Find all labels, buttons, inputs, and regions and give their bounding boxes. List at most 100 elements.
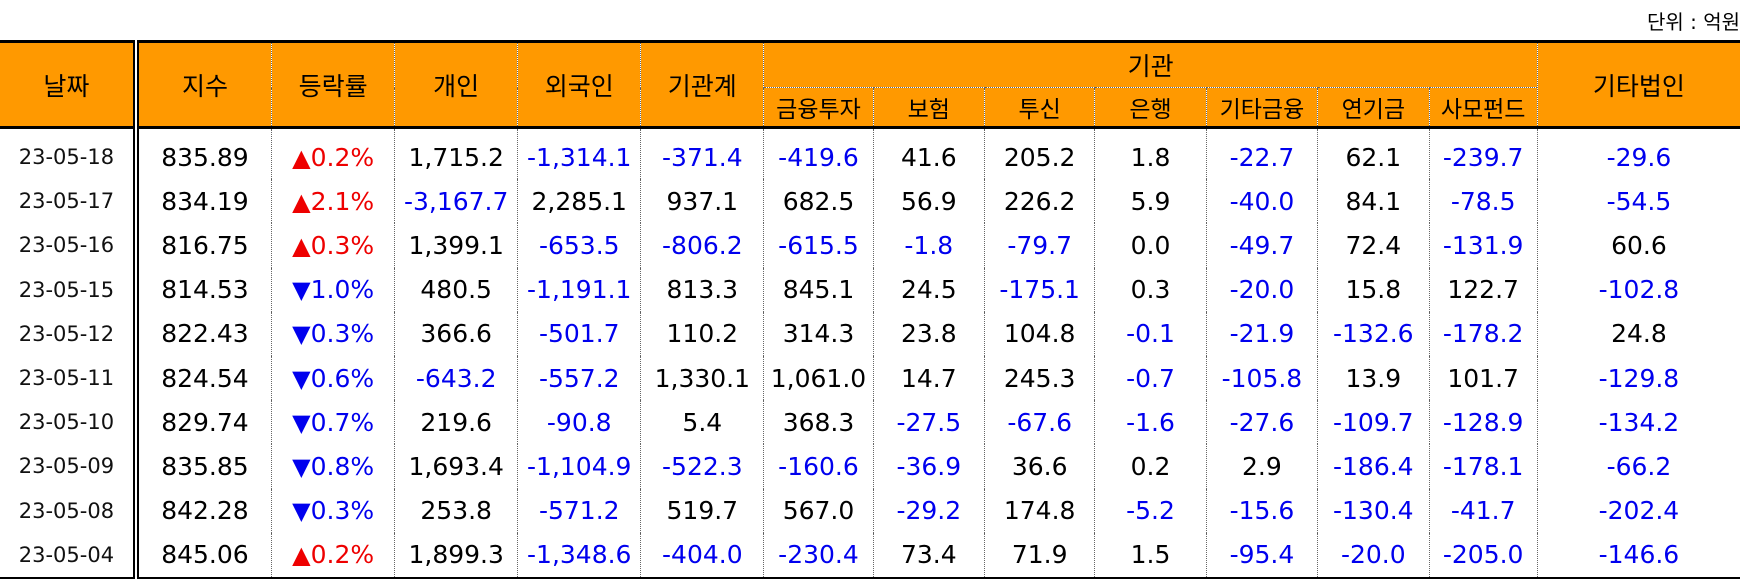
change-cell: ▼0.8% bbox=[271, 444, 395, 489]
triangle-down-icon: ▼ bbox=[292, 408, 311, 437]
triangle-up-icon: ▲ bbox=[292, 541, 311, 570]
table-header: 날짜 지수 등락률 개인 외국인 기관계 기관 기타법인 금융투자 보험 투신 … bbox=[0, 41, 1740, 128]
triangle-down-icon: ▼ bbox=[292, 452, 311, 481]
inst-total-cell: 5.4 bbox=[640, 400, 764, 445]
inst-total-cell: 519.7 bbox=[640, 488, 764, 533]
investor-trading-table: 날짜 지수 등락률 개인 외국인 기관계 기관 기타법인 금융투자 보험 투신 … bbox=[0, 40, 1740, 579]
trust-cell: 174.8 bbox=[983, 488, 1095, 533]
individual-cell: -3,167.7 bbox=[394, 179, 518, 224]
individual-cell: 1,399.1 bbox=[394, 223, 518, 268]
insurance-cell: -36.9 bbox=[872, 444, 985, 489]
change-cell: ▲0.3% bbox=[271, 223, 395, 268]
other-corp-cell: -29.6 bbox=[1536, 127, 1740, 180]
change-value: 0.8% bbox=[310, 451, 375, 481]
individual-cell: 1,715.2 bbox=[394, 127, 518, 180]
table-row: 23-05-18 835.89 ▲0.2% 1,715.2 -1,314.1 -371.4… bbox=[0, 127, 1740, 180]
pension-cell: -20.0 bbox=[1317, 532, 1429, 579]
insurance-cell: 14.7 bbox=[872, 355, 985, 401]
foreign-cell: -1,314.1 bbox=[517, 127, 641, 180]
trust-cell: 36.6 bbox=[983, 444, 1095, 489]
inst-total-cell: 813.3 bbox=[640, 267, 764, 312]
table-row: 23-05-09 835.85 ▼0.8% 1,693.4 -1,104.9 -522.3… bbox=[0, 444, 1740, 489]
index-cell: 835.89 bbox=[132, 127, 272, 180]
insurance-cell: 56.9 bbox=[872, 179, 985, 224]
foreign-cell: -571.2 bbox=[517, 488, 641, 533]
index-cell: 829.74 bbox=[132, 400, 272, 445]
private-fund-cell: 122.7 bbox=[1428, 267, 1538, 312]
bank-cell: 0.3 bbox=[1094, 267, 1207, 312]
other-financial-cell: -105.8 bbox=[1205, 355, 1318, 401]
other-corp-cell: 60.6 bbox=[1536, 223, 1740, 268]
financial-invest-cell: 845.1 bbox=[763, 267, 874, 312]
foreign-cell: -90.8 bbox=[517, 400, 641, 445]
triangle-up-icon: ▲ bbox=[292, 143, 311, 172]
financial-invest-cell: -230.4 bbox=[763, 532, 874, 579]
other-financial-cell: -49.7 bbox=[1205, 223, 1318, 268]
trust-cell: -175.1 bbox=[983, 267, 1095, 312]
other-financial-cell: -20.0 bbox=[1205, 267, 1318, 312]
triangle-up-icon: ▲ bbox=[292, 231, 311, 260]
trust-cell: 245.3 bbox=[983, 355, 1095, 401]
pension-cell: -130.4 bbox=[1317, 488, 1429, 533]
change-value: 0.2% bbox=[310, 540, 375, 570]
change-cell: ▲0.2% bbox=[271, 532, 395, 579]
pension-cell: 62.1 bbox=[1317, 127, 1429, 180]
change-value: 0.6% bbox=[310, 363, 375, 393]
private-fund-cell: -205.0 bbox=[1428, 532, 1538, 579]
triangle-down-icon: ▼ bbox=[292, 497, 311, 526]
individual-cell: 480.5 bbox=[394, 267, 518, 312]
insurance-cell: 41.6 bbox=[872, 127, 985, 180]
change-cell: ▲2.1% bbox=[271, 179, 395, 224]
other-corp-cell: -66.2 bbox=[1536, 444, 1740, 489]
individual-cell: 253.8 bbox=[394, 488, 518, 533]
pension-cell: 72.4 bbox=[1317, 223, 1429, 268]
change-value: 2.1% bbox=[310, 186, 375, 216]
header-individual: 개인 bbox=[394, 41, 518, 128]
change-cell: ▲0.2% bbox=[271, 127, 395, 180]
pension-cell: -186.4 bbox=[1317, 444, 1429, 489]
other-corp-cell: -146.6 bbox=[1536, 532, 1740, 579]
table-row: 23-05-16 816.75 ▲0.3% 1,399.1 -653.5 -806.2 -6… bbox=[0, 223, 1740, 268]
table-row: 23-05-12 822.43 ▼0.3% 366.6 -501.7 110.2 314.3… bbox=[0, 311, 1740, 356]
inst-total-cell: 937.1 bbox=[640, 179, 764, 224]
other-financial-cell: -27.6 bbox=[1205, 400, 1318, 445]
other-financial-cell: -21.9 bbox=[1205, 311, 1318, 356]
date-cell: 23-05-09 bbox=[18, 454, 115, 479]
foreign-cell: 2,285.1 bbox=[517, 179, 641, 224]
header-trust: 투신 bbox=[983, 87, 1095, 128]
header-financial-invest: 금융투자 bbox=[763, 87, 874, 128]
private-fund-cell: 101.7 bbox=[1428, 355, 1538, 401]
private-fund-cell: -128.9 bbox=[1428, 400, 1538, 445]
date-cell: 23-05-16 bbox=[18, 233, 115, 258]
bank-cell: 5.9 bbox=[1094, 179, 1207, 224]
pension-cell: -109.7 bbox=[1317, 400, 1429, 445]
inst-total-cell: -806.2 bbox=[640, 223, 764, 268]
inst-total-cell: -404.0 bbox=[640, 532, 764, 579]
individual-cell: 366.6 bbox=[394, 311, 518, 356]
trust-cell: 205.2 bbox=[983, 127, 1095, 180]
triangle-down-icon: ▼ bbox=[292, 320, 311, 349]
header-date: 날짜 bbox=[0, 41, 136, 128]
trust-cell: -67.6 bbox=[983, 400, 1095, 445]
foreign-cell: -501.7 bbox=[517, 311, 641, 356]
trust-cell: -79.7 bbox=[983, 223, 1095, 268]
individual-cell: 219.6 bbox=[394, 400, 518, 445]
insurance-cell: -1.8 bbox=[872, 223, 985, 268]
unit-label: 단위 : 억원 bbox=[1646, 10, 1740, 34]
insurance-cell: 23.8 bbox=[872, 311, 985, 356]
foreign-cell: -1,348.6 bbox=[517, 532, 641, 579]
financial-invest-cell: 567.0 bbox=[763, 488, 874, 533]
private-fund-cell: -239.7 bbox=[1428, 127, 1538, 180]
table-body: 23-05-18 835.89 ▲0.2% 1,715.2 -1,314.1 -371.4… bbox=[0, 127, 1740, 579]
other-corp-cell: 24.8 bbox=[1536, 311, 1740, 356]
change-value: 1.0% bbox=[310, 275, 375, 305]
index-cell: 814.53 bbox=[132, 267, 272, 312]
pension-cell: 13.9 bbox=[1317, 355, 1429, 401]
insurance-cell: 24.5 bbox=[872, 267, 985, 312]
bank-cell: 0.2 bbox=[1094, 444, 1207, 489]
header-bank: 은행 bbox=[1094, 87, 1207, 128]
other-corp-cell: -134.2 bbox=[1536, 400, 1740, 445]
trust-cell: 71.9 bbox=[983, 532, 1095, 579]
bank-cell: 1.8 bbox=[1094, 127, 1207, 180]
private-fund-cell: -178.1 bbox=[1428, 444, 1538, 489]
